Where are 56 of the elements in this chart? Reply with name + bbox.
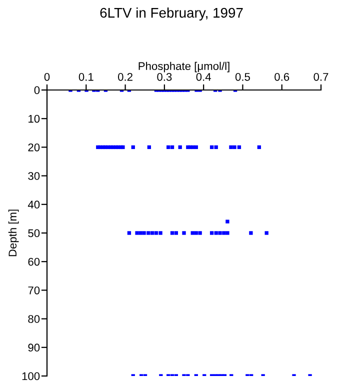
point (194, 231, 198, 235)
point (182, 231, 186, 235)
x-axis-title: Phosphate [μmol/l] (138, 62, 230, 72)
chart-title: 6LTV in February, 1997 (100, 8, 243, 20)
point (150, 231, 154, 235)
point (174, 231, 178, 235)
x-tick-label: 0.7 (314, 72, 328, 81)
point (178, 145, 182, 150)
y-tick-label: 0 (34, 86, 40, 94)
y-tick-label: 80 (28, 315, 40, 323)
y-tick-label: 100 (22, 372, 40, 380)
y-tick-label: 90 (28, 344, 40, 352)
x-tick-label: 0 (44, 72, 50, 81)
y-tick-label: 10 (28, 114, 40, 123)
point (222, 231, 226, 235)
y-tick-label: 70 (28, 286, 40, 294)
point (131, 145, 135, 150)
point (237, 145, 242, 150)
x-tick-label: 0.4 (196, 72, 211, 81)
point (214, 231, 218, 235)
point (135, 231, 139, 235)
point (249, 231, 253, 235)
point (190, 231, 194, 235)
point (264, 231, 268, 235)
point (210, 145, 214, 150)
point (194, 145, 198, 150)
x-tick-label: 0.6 (274, 72, 290, 81)
point (166, 145, 170, 150)
point (170, 145, 174, 150)
point (226, 220, 230, 224)
point (154, 231, 158, 235)
point (138, 231, 142, 235)
point (257, 145, 261, 150)
y-axis-title: Depth [m] (8, 210, 19, 256)
point (214, 145, 218, 150)
point (127, 231, 132, 235)
y-tick-label: 40 (28, 200, 40, 209)
x-tick-label: 0.5 (235, 72, 250, 81)
y-tick-label: 60 (28, 258, 40, 266)
x-tick-label: 0.2 (118, 72, 132, 81)
point (232, 145, 236, 150)
y-tick-label: 20 (28, 143, 40, 152)
point (142, 231, 146, 235)
point (226, 231, 230, 235)
point (229, 145, 233, 150)
point (210, 231, 214, 235)
point (170, 231, 174, 235)
point (146, 231, 150, 235)
point (198, 231, 202, 235)
point (158, 231, 162, 235)
point (218, 231, 222, 235)
y-tick-label: 30 (28, 172, 40, 180)
x-tick-label: 0.3 (157, 72, 172, 81)
point (147, 145, 151, 150)
y-tick-label: 50 (28, 229, 40, 238)
x-tick-label: 0.1 (78, 72, 94, 81)
